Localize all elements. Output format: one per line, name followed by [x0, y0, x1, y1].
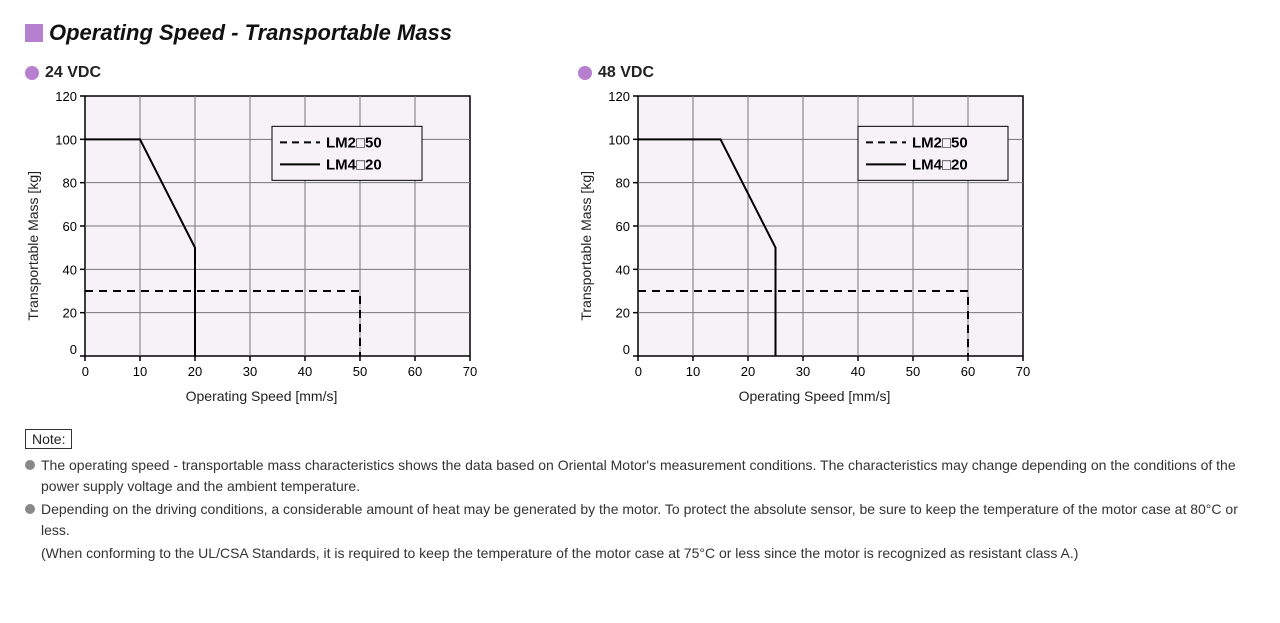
svg-text:60: 60 — [616, 219, 630, 234]
svg-text:0: 0 — [623, 342, 630, 357]
svg-text:0: 0 — [70, 342, 77, 357]
svg-text:80: 80 — [63, 176, 77, 191]
y-axis-label: Transportable Mass [kg] — [25, 171, 41, 321]
chart-title-text: 24 VDC — [45, 64, 101, 82]
note-2: Depending on the driving conditions, a c… — [25, 499, 1255, 541]
svg-text:20: 20 — [188, 364, 202, 379]
square-bullet-icon — [25, 24, 43, 42]
x-axis-label: Operating Speed [mm/s] — [739, 388, 891, 404]
svg-text:60: 60 — [961, 364, 975, 379]
legend-label: LM4□20 — [912, 156, 968, 173]
svg-text:10: 10 — [686, 364, 700, 379]
svg-text:100: 100 — [55, 132, 77, 147]
svg-text:20: 20 — [741, 364, 755, 379]
svg-text:50: 50 — [906, 364, 920, 379]
svg-text:70: 70 — [1016, 364, 1030, 379]
bullet-dot-icon — [25, 460, 35, 470]
svg-text:40: 40 — [298, 364, 312, 379]
circle-bullet-icon — [25, 66, 39, 80]
svg-text:50: 50 — [353, 364, 367, 379]
svg-text:40: 40 — [616, 262, 630, 277]
svg-text:60: 60 — [63, 219, 77, 234]
bullet-dot-icon — [25, 504, 35, 514]
svg-text:70: 70 — [463, 364, 477, 379]
svg-text:0: 0 — [82, 364, 89, 379]
note-3: (When conforming to the UL/CSA Standards… — [41, 543, 1255, 564]
svg-text:40: 40 — [63, 262, 77, 277]
svg-text:20: 20 — [63, 306, 77, 321]
charts-row: 24 VDC Transportable Mass [kg] 0 10 20 30 40 50… — [25, 64, 1255, 404]
svg-text:120: 120 — [608, 89, 630, 104]
note-section: Note: The operating speed - transportabl… — [25, 429, 1255, 564]
y-axis-label: Transportable Mass [kg] — [578, 171, 594, 321]
svg-text:20: 20 — [616, 306, 630, 321]
legend-label: LM2□50 — [326, 134, 382, 151]
svg-text:0: 0 — [635, 364, 642, 379]
note-1: The operating speed - transportable mass… — [25, 455, 1255, 497]
svg-text:10: 10 — [133, 364, 147, 379]
chart-plot: 0 10 20 30 40 50 60 70 0 20 40 60 80 100 120 LM2□50 LM4□… — [598, 88, 1031, 384]
chart-1: 48 VDC Transportable Mass [kg] 0 10 20 30 40 50… — [578, 64, 1031, 404]
note-label-box: Note: — [25, 429, 72, 449]
chart-plot: 0 10 20 30 40 50 60 70 0 20 40 60 80 100 120 LM2□50 LM4□… — [45, 88, 478, 384]
svg-text:30: 30 — [796, 364, 810, 379]
circle-bullet-icon — [578, 66, 592, 80]
section-title: Operating Speed - Transportable Mass — [25, 20, 1255, 46]
chart-0: 24 VDC Transportable Mass [kg] 0 10 20 30 40 50… — [25, 64, 478, 404]
svg-text:100: 100 — [608, 132, 630, 147]
note-1-text: The operating speed - transportable mass… — [41, 455, 1255, 497]
svg-text:60: 60 — [408, 364, 422, 379]
section-heading: Operating Speed - Transportable Mass — [49, 20, 452, 46]
svg-text:120: 120 — [55, 89, 77, 104]
svg-text:30: 30 — [243, 364, 257, 379]
note-2-text: Depending on the driving conditions, a c… — [41, 499, 1255, 541]
legend-label: LM2□50 — [912, 134, 968, 151]
svg-text:80: 80 — [616, 176, 630, 191]
legend-label: LM4□20 — [326, 156, 382, 173]
x-axis-label: Operating Speed [mm/s] — [186, 388, 338, 404]
svg-text:40: 40 — [851, 364, 865, 379]
chart-title-text: 48 VDC — [598, 64, 654, 82]
